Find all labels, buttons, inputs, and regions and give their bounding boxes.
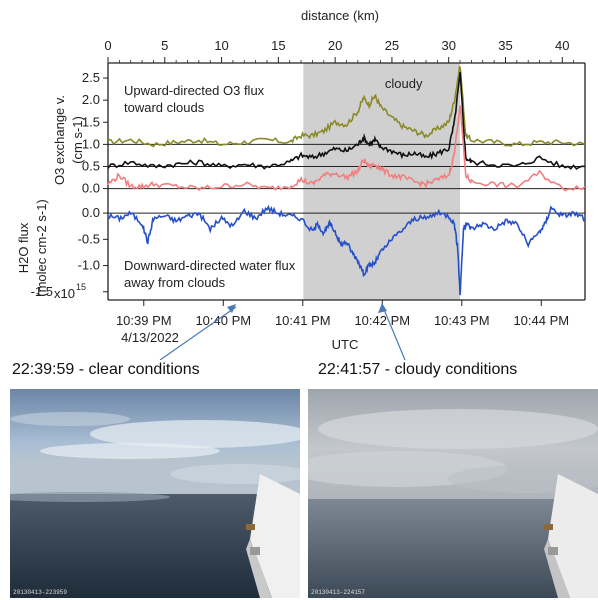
- top-tick-label: 5: [161, 38, 168, 53]
- bottom-axis-ticks: 10:39 PM 10:40 PM 10:41 PM 10:42 PM 10:43 PM…: [116, 300, 569, 328]
- photo-cloudy-timestamp: 20130413-224157: [311, 589, 366, 596]
- lower-y-unit: (molec cm-2 s-1): [34, 199, 49, 297]
- bottom-tick-label: 10:41 PM: [275, 313, 331, 328]
- top-axis-ticks: 0 5 10 15 20 25 30 35 40: [104, 38, 575, 63]
- lower-scale-exponent: 15: [76, 282, 86, 292]
- upper-annotation-line-1: Upward-directed O3 flux: [124, 83, 265, 98]
- lower-series-line-0: [107, 204, 586, 296]
- photo-caption-clear: 22:39:59 - clear conditions: [12, 361, 200, 378]
- bottom-axis-label: UTC: [332, 337, 359, 352]
- lower-y-ticks: 0.0 -0.5 -1.0 -1.5: [31, 205, 108, 299]
- upper-y-tick-label: 0.0: [82, 181, 100, 196]
- clear-callout-arrowhead: [227, 304, 236, 313]
- clear-callout-arrow: [159, 306, 237, 360]
- upper-y-tick-label: 1.5: [82, 114, 100, 129]
- lower-y-tick-label: 0.0: [82, 205, 100, 220]
- upper-series-line-0: [107, 65, 586, 148]
- lower-y-tick-label: -0.5: [78, 231, 100, 246]
- top-tick-label: 0: [104, 38, 111, 53]
- lower-y-label: H2O flux: [16, 222, 31, 273]
- lower-y-tick-label: -1.5: [31, 284, 53, 299]
- upper-series-group: [107, 65, 586, 192]
- upper-series-line-2: [107, 105, 586, 192]
- top-tick-label: 25: [385, 38, 399, 53]
- bottom-tick-label: 10:39 PM: [116, 313, 172, 328]
- lower-annotation-line-1: Downward-directed water flux: [124, 258, 296, 273]
- top-tick-label: 10: [214, 38, 228, 53]
- upper-y-unit: (cm s-1): [70, 116, 85, 164]
- lower-series-group: [107, 204, 586, 296]
- lower-y-tick-label: -1.0: [78, 258, 100, 273]
- cloudy-label: cloudy: [385, 76, 423, 91]
- upper-y-tick-label: 0.5: [82, 158, 100, 173]
- photo-clear-conditions: 20130413-223959: [10, 389, 300, 598]
- lower-annotation-line-2: away from clouds: [124, 275, 226, 290]
- top-tick-label: 20: [328, 38, 342, 53]
- bottom-tick-label: 10:40 PM: [195, 313, 251, 328]
- cloudy-region: [303, 63, 461, 300]
- top-tick-label: 40: [555, 38, 569, 53]
- photo-caption-cloudy: 22:41:57 - cloudy conditions: [318, 361, 518, 378]
- bottom-tick-label: 10:43 PM: [434, 313, 490, 328]
- upper-annotation-line-2: toward clouds: [124, 100, 205, 115]
- bottom-tick-label: 10:44 PM: [513, 313, 569, 328]
- photo-cloudy-conditions: 20130413-224157: [308, 389, 598, 598]
- cloudy-callout-arrow: [382, 306, 406, 360]
- photo-clear-timestamp: 20130413-223959: [13, 589, 68, 596]
- top-tick-label: 35: [498, 38, 512, 53]
- upper-y-tick-label: 2.0: [82, 92, 100, 107]
- lower-scale-label: x10: [54, 286, 75, 301]
- flux-chart: cloudy distance (km) 0 5 10 15 20 25 30 35 40 0.…: [16, 8, 586, 360]
- bottom-date-label: 4/13/2022: [121, 330, 179, 345]
- upper-y-tick-label: 2.5: [82, 70, 100, 85]
- top-axis-label: distance (km): [301, 8, 379, 23]
- upper-y-label: O3 exchange v.: [52, 95, 67, 185]
- top-tick-label: 30: [441, 38, 455, 53]
- bottom-tick-label: 10:42 PM: [354, 313, 410, 328]
- upper-series-line-1: [107, 72, 586, 170]
- upper-y-tick-label: 1.0: [82, 136, 100, 151]
- top-tick-label: 15: [271, 38, 285, 53]
- upper-y-ticks: 0.0 0.5 1.0 1.5 2.0 2.5: [82, 70, 108, 196]
- cloudy-callout-arrowhead: [378, 303, 387, 313]
